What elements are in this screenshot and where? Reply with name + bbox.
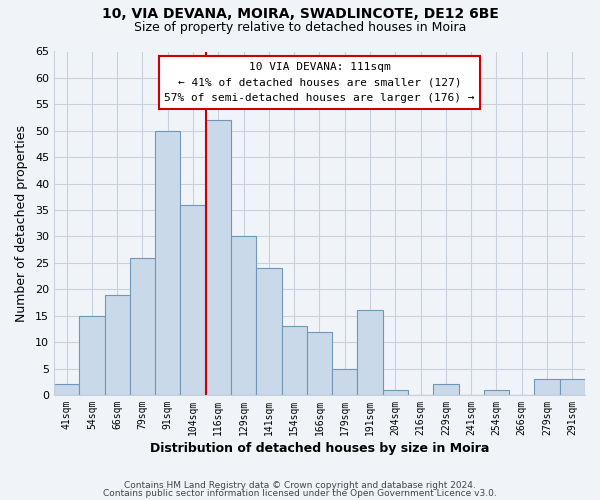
Text: Contains public sector information licensed under the Open Government Licence v3: Contains public sector information licen… [103, 488, 497, 498]
Bar [79, 316, 104, 395]
Bar [104, 294, 130, 395]
Text: Size of property relative to detached houses in Moira: Size of property relative to detached ho… [134, 21, 466, 34]
Bar [256, 268, 281, 395]
Y-axis label: Number of detached properties: Number of detached properties [15, 124, 28, 322]
Bar [484, 390, 509, 395]
Bar [535, 379, 560, 395]
Bar [332, 368, 358, 395]
Bar [281, 326, 307, 395]
Bar [383, 390, 408, 395]
Bar [433, 384, 458, 395]
Bar [307, 332, 332, 395]
Bar [206, 120, 231, 395]
Bar [54, 384, 79, 395]
Text: Contains HM Land Registry data © Crown copyright and database right 2024.: Contains HM Land Registry data © Crown c… [124, 481, 476, 490]
Bar [181, 204, 206, 395]
Text: 10, VIA DEVANA, MOIRA, SWADLINCOTE, DE12 6BE: 10, VIA DEVANA, MOIRA, SWADLINCOTE, DE12… [101, 8, 499, 22]
Bar [358, 310, 383, 395]
Text: 10 VIA DEVANA: 111sqm
← 41% of detached houses are smaller (127)
57% of semi-det: 10 VIA DEVANA: 111sqm ← 41% of detached … [164, 62, 475, 103]
Bar [231, 236, 256, 395]
Bar [155, 131, 181, 395]
X-axis label: Distribution of detached houses by size in Moira: Distribution of detached houses by size … [150, 442, 489, 455]
Bar [130, 258, 155, 395]
Bar [560, 379, 585, 395]
